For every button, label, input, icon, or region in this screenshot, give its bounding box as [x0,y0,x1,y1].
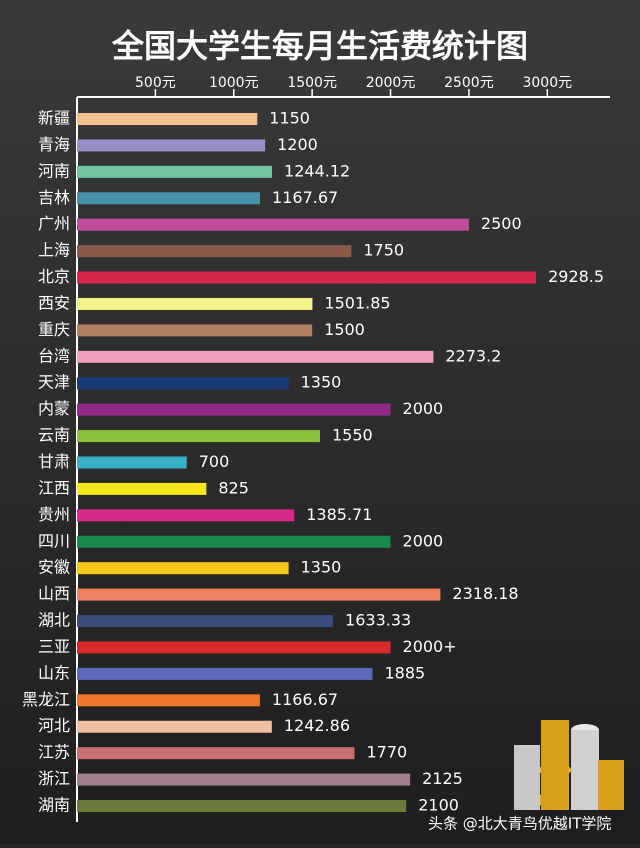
y-tick-label: 河北 [38,716,70,735]
y-tick-label: 湖南 [38,796,70,815]
y-tick-label: 山东 [38,663,70,682]
y-tick-label: 台湾 [38,346,70,365]
y-tick-label: 广州 [38,214,70,233]
value-label: 1166.67 [272,690,338,709]
y-tick-label: 黑龙江 [22,690,70,709]
bar [77,324,313,337]
value-label: 1633.33 [345,611,411,630]
value-label: 1885 [385,663,426,682]
value-label: 2000 [403,531,444,550]
bar [77,720,272,733]
y-tick-label: 江西 [38,478,70,497]
y-tick-label: 天津 [38,373,70,392]
value-label: 1150 [269,109,310,128]
value-label: 2000+ [403,637,457,656]
value-label: 2000 [403,399,444,418]
bar [77,271,537,284]
coins [514,720,624,810]
y-tick-label: 河南 [38,161,70,180]
value-label: 1500 [324,320,365,339]
bar [77,377,289,390]
y-tick-label: 新疆 [38,109,70,128]
bar [77,694,260,707]
value-label: 1770 [366,743,407,762]
y-tick-label: 湖北 [38,611,70,630]
y-tick-label: 贵州 [38,505,70,524]
y-tick-label: 四川 [38,531,70,550]
bar [77,800,407,812]
y-tick-label: 重庆 [38,320,70,339]
y-tick-label: 山西 [38,584,70,603]
value-label: 1501.85 [324,293,390,312]
bar [77,456,187,469]
value-label: 1385.71 [306,505,372,524]
chart-title: 全国大学生每月生活费统计图 [111,27,528,65]
value-label: 1550 [332,426,373,445]
value-label: 825 [218,478,249,497]
value-label: 2125 [422,769,463,788]
x-tick-label: 1000元 [209,75,259,91]
bar [77,297,313,310]
value-label: 1167.67 [272,188,338,207]
watermark: 头条 @北大青鸟优越IT学院 [428,815,611,833]
bar [77,192,261,205]
bar [77,641,391,654]
value-label: 2273.2 [445,346,501,365]
x-tick-label: 3000元 [522,75,572,91]
y-tick-label: 云南 [38,426,70,445]
y-tick-label: 浙江 [38,769,70,788]
bar [77,509,295,522]
y-tick-label: 青海 [38,135,70,154]
bar [77,218,469,231]
bar [77,245,352,258]
y-tick-label: 北京 [38,267,70,286]
y-tick-label: 西安 [38,293,70,312]
bar [77,430,320,443]
value-label: 2928.5 [548,267,604,286]
bar [77,482,207,495]
bar [77,667,373,680]
bar [77,588,441,601]
value-label: 1350 [301,558,342,577]
bar [77,113,258,125]
value-label: 1350 [301,373,342,392]
y-tick-label: 内蒙 [38,399,70,418]
bar [77,747,355,760]
y-tick-label: 吉林 [38,188,70,207]
value-label: 2318.18 [452,584,518,603]
value-label: 1242.86 [284,716,350,735]
bar [77,139,266,152]
bar [77,535,391,548]
watermark-bg [420,810,640,838]
value-label: 2100 [418,796,459,815]
value-label: 1244.12 [284,161,350,180]
value-label: 2500 [481,214,522,233]
y-tick-label: 三亚 [38,637,70,656]
y-tick-label: 上海 [38,241,70,260]
x-tick-label: 500元 [135,75,176,91]
value-label: 1750 [363,241,404,260]
x-tick-label: 2000元 [366,75,416,91]
bar [77,773,411,786]
y-tick-label: 安徽 [38,558,70,577]
x-tick-label: 1500元 [287,75,337,91]
bar [77,615,334,628]
bar [77,403,391,416]
value-label: 700 [199,452,230,471]
bar [77,165,273,178]
value-label: 1200 [277,135,318,154]
y-tick-label: 甘肃 [38,452,70,471]
x-tick-label: 2500元 [444,75,494,91]
bar [77,562,289,575]
bar [77,350,434,363]
y-tick-label: 江苏 [38,743,70,762]
